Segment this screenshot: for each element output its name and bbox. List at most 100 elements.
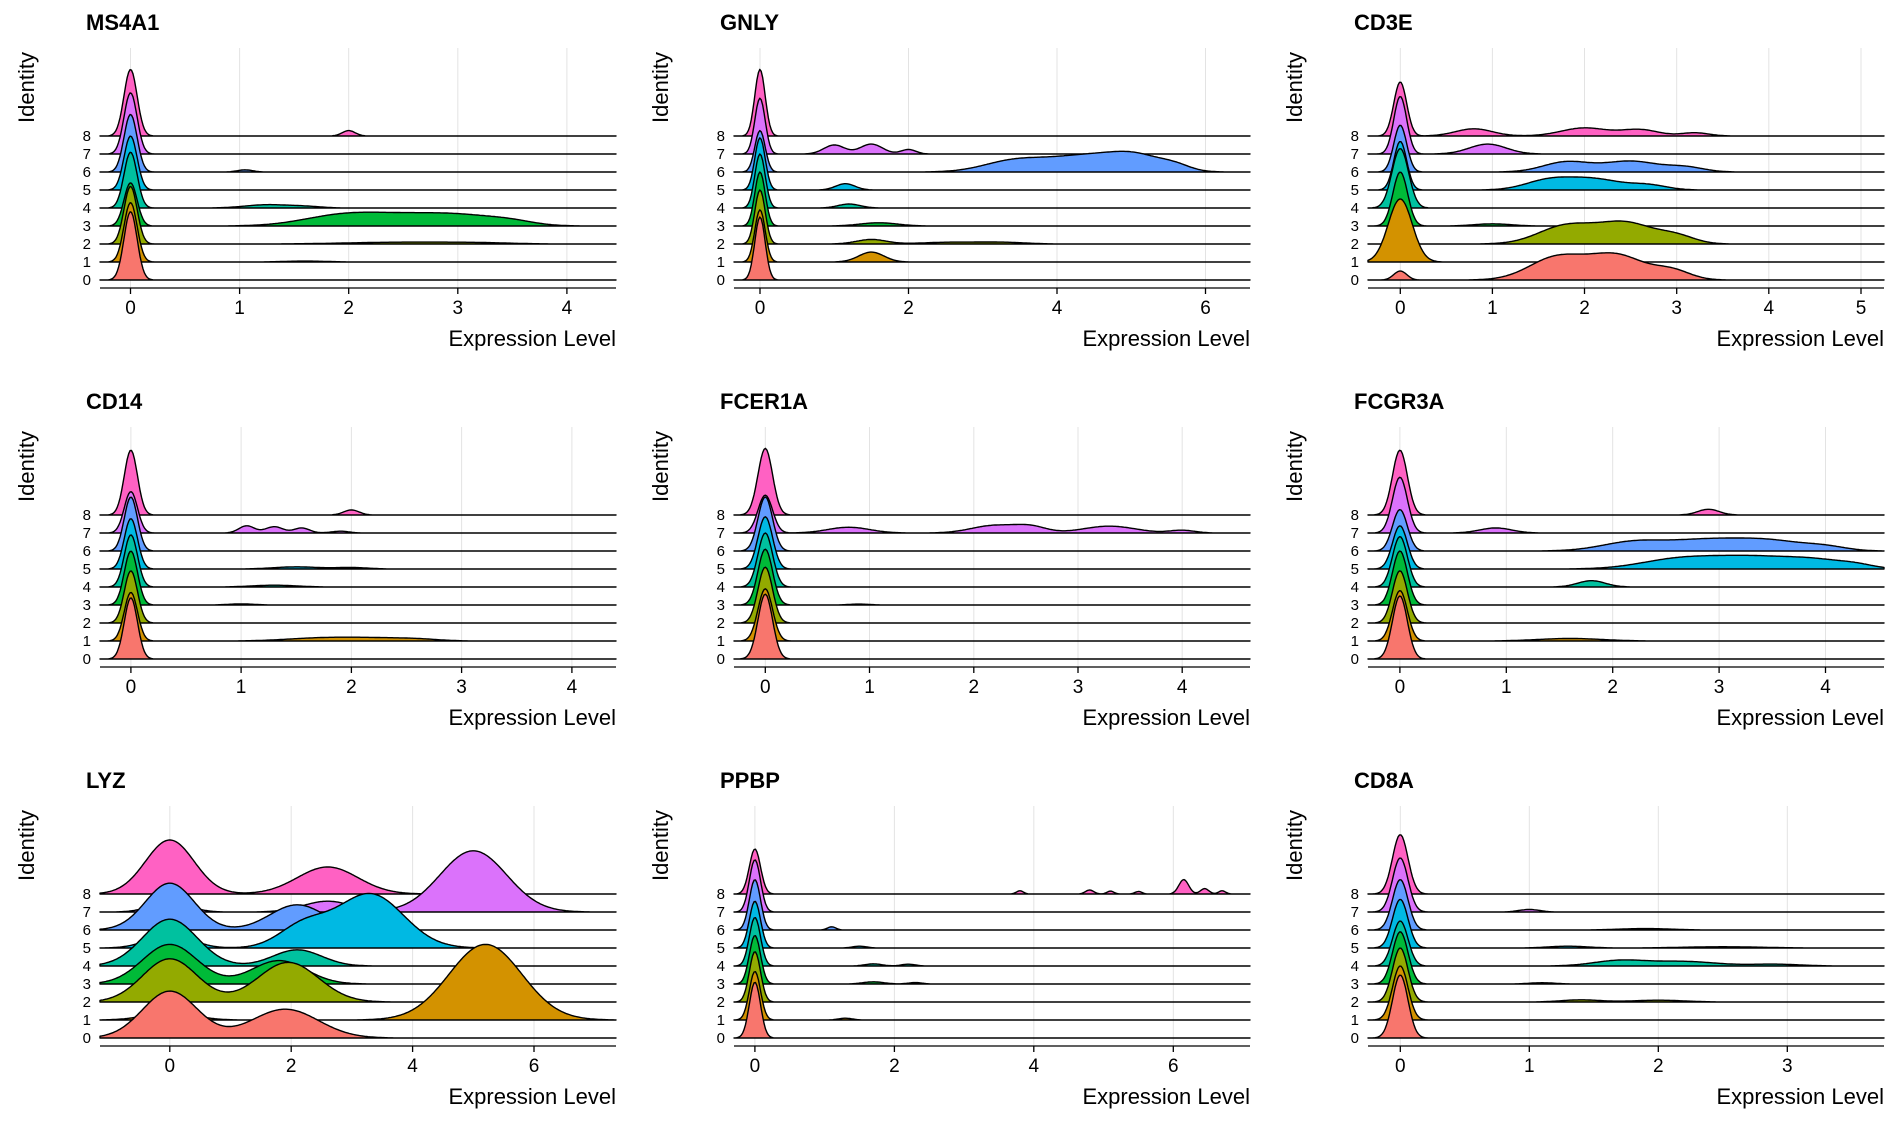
y-tick-label-2: 2 [1351, 615, 1359, 632]
y-tick-label-5: 5 [717, 182, 725, 199]
x-tick-label: 3 [453, 298, 464, 319]
x-tick-label: 4 [1029, 1056, 1040, 1077]
ridge-identity-5 [99, 135, 617, 191]
ridge-identity-1 [99, 591, 617, 642]
x-tick-label: 2 [969, 677, 980, 698]
ridge-identity-4 [1367, 536, 1885, 588]
x-tick-label: 4 [562, 298, 573, 319]
ridge-identity-8 [1367, 834, 1885, 895]
y-tick-label-1: 1 [1351, 633, 1359, 650]
ridge-identity-8 [733, 447, 1251, 516]
ridge-identity-8 [99, 449, 617, 516]
x-axis-title: Expression Level [1716, 1084, 1884, 1109]
y-tick-label-7: 7 [717, 525, 725, 542]
y-tick-label-4: 4 [83, 579, 91, 596]
y-tick-label-0: 0 [717, 1030, 725, 1047]
ridge-identity-0 [1367, 252, 1885, 281]
y-tick-label-0: 0 [1351, 651, 1359, 668]
x-tick-label: 6 [529, 1056, 540, 1077]
y-axis-title: Identity [648, 431, 673, 502]
y-tick-label-4: 4 [717, 579, 725, 596]
panel-title: CD14 [86, 389, 143, 414]
panel-title: FCER1A [720, 389, 808, 414]
x-axis-title: Expression Level [448, 705, 616, 730]
ridge-identity-0 [733, 216, 1251, 281]
y-tick-label-6: 6 [1351, 922, 1359, 939]
x-axis-title: Expression Level [1082, 1084, 1250, 1109]
y-tick-label-3: 3 [1351, 976, 1359, 993]
y-tick-label-5: 5 [83, 940, 91, 957]
ridge-identity-8 [733, 68, 1251, 137]
ridge-identity-3 [1367, 171, 1885, 227]
ridge-identity-1 [733, 588, 1251, 642]
x-tick-label: 1 [234, 298, 245, 319]
panel-fcer1a: 0 1 2 3 4 5 6 7 8 0 1 2 3 4 FCER1A Expression Level Iden… [634, 379, 1268, 758]
ridge-identity-6 [733, 496, 1251, 552]
x-tick-label: 1 [1524, 1056, 1535, 1077]
panel-title: CD3E [1354, 10, 1413, 35]
ridge-identity-8 [99, 839, 617, 895]
y-tick-label-1: 1 [1351, 1012, 1359, 1029]
y-tick-label-3: 3 [717, 218, 725, 235]
y-tick-label-0: 0 [717, 272, 725, 289]
y-tick-label-8: 8 [717, 886, 725, 903]
y-tick-label-4: 4 [717, 958, 725, 975]
y-tick-label-7: 7 [83, 146, 91, 163]
ridge-identity-7 [99, 491, 617, 534]
x-tick-label: 3 [1073, 677, 1084, 698]
x-tick-label: 6 [1168, 1056, 1179, 1077]
x-tick-label: 3 [1714, 677, 1725, 698]
y-tick-label-6: 6 [83, 922, 91, 939]
ridge-identity-2 [1367, 570, 1885, 624]
ridge-identity-7 [99, 92, 617, 155]
y-tick-label-2: 2 [717, 236, 725, 253]
y-tick-label-2: 2 [1351, 994, 1359, 1011]
ridge-identity-4 [99, 151, 617, 209]
x-tick-label: 3 [1782, 1056, 1793, 1077]
x-tick-label: 0 [125, 298, 136, 319]
y-tick-label-6: 6 [717, 164, 725, 181]
y-tick-label-6: 6 [717, 922, 725, 939]
ridge-identity-7 [733, 494, 1251, 534]
y-tick-label-7: 7 [1351, 904, 1359, 921]
y-tick-label-4: 4 [83, 200, 91, 217]
y-tick-label-4: 4 [1351, 200, 1359, 217]
x-tick-label: 2 [286, 1056, 297, 1077]
y-tick-label-7: 7 [717, 146, 725, 163]
ridge-identity-0 [1367, 974, 1885, 1039]
ridge-identity-0 [733, 981, 1251, 1039]
ridge-identity-5 [733, 137, 1251, 191]
x-tick-label: 2 [343, 298, 354, 319]
y-tick-label-3: 3 [717, 597, 725, 614]
x-axis-title: Expression Level [448, 326, 616, 351]
ridge-identity-6 [733, 879, 1251, 931]
y-tick-label-1: 1 [83, 1012, 91, 1029]
y-axis-title: Identity [14, 52, 39, 123]
ridge-identity-8 [1367, 81, 1885, 137]
y-axis-title: Identity [648, 810, 673, 881]
x-tick-label: 1 [1487, 298, 1498, 319]
x-tick-label: 2 [346, 677, 357, 698]
y-tick-label-8: 8 [717, 128, 725, 145]
ridge-identity-6 [99, 113, 617, 173]
ridge-identity-0 [733, 593, 1251, 660]
y-tick-label-5: 5 [83, 561, 91, 578]
y-axis-title: Identity [1282, 810, 1307, 881]
panel-cd14: 0 1 2 3 4 5 6 7 8 0 1 2 3 4 CD14 Expression Level Identi… [0, 379, 634, 758]
panel-title: PPBP [720, 768, 780, 793]
x-tick-label: 6 [1200, 298, 1211, 319]
y-tick-label-0: 0 [717, 651, 725, 668]
x-tick-label: 1 [864, 677, 875, 698]
ridge-identity-2 [1367, 947, 1885, 1003]
x-tick-label: 4 [407, 1056, 418, 1077]
ridge-identity-1 [99, 202, 617, 263]
x-tick-label: 0 [755, 298, 766, 319]
ridge-identity-5 [733, 900, 1251, 949]
y-tick-label-2: 2 [717, 994, 725, 1011]
ridge-identity-5 [1367, 141, 1885, 191]
x-axis-title: Expression Level [1082, 326, 1250, 351]
x-tick-label: 0 [1395, 298, 1406, 319]
